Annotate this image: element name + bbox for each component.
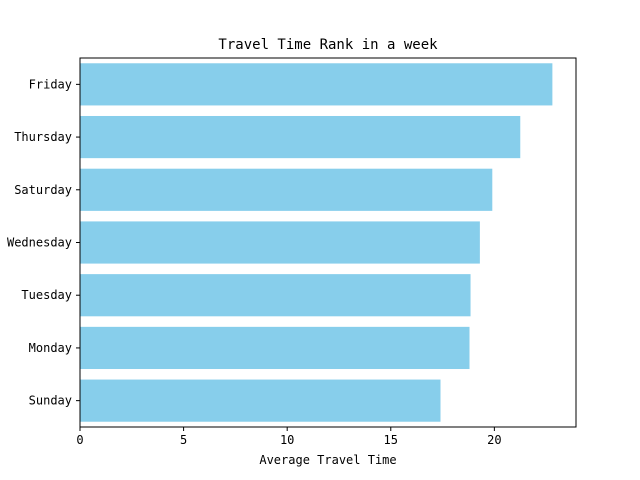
y-tick-label-sunday: Sunday xyxy=(29,394,72,408)
x-tick-label: 10 xyxy=(280,433,294,447)
x-tick-label: 20 xyxy=(487,433,501,447)
y-tick-label-saturday: Saturday xyxy=(14,183,72,197)
x-tick-label: 0 xyxy=(76,433,83,447)
y-axis-ticks: Sunday Monday Tuesday ' Wednesday Saturday Th… xyxy=(0,77,80,408)
x-axis-label: Average Travel Time xyxy=(259,453,396,467)
plot-frame xyxy=(79,57,577,428)
bar-sunday xyxy=(80,379,441,422)
y-tick-label-thursday: Thursday xyxy=(14,130,72,144)
bar-saturday xyxy=(80,168,493,211)
y-tick-label-friday: Friday xyxy=(29,77,72,91)
bar-thursday xyxy=(80,115,521,159)
x-tick-label: 5 xyxy=(180,433,187,447)
y-tick-label-monday: Monday xyxy=(29,341,72,355)
bar-monday xyxy=(80,326,470,370)
bar-tuesday xyxy=(80,274,471,317)
x-tick-label: 15 xyxy=(384,433,398,447)
bar-friday xyxy=(80,63,553,106)
bars-group xyxy=(80,63,553,422)
y-tick-label-wednesday: ' Wednesday xyxy=(0,236,72,250)
chart-title: Travel Time Rank in a week xyxy=(218,37,438,53)
bar-wednesday xyxy=(80,221,480,264)
y-tick-label-tuesday: Tuesday xyxy=(21,288,72,302)
x-axis-ticks: 0 5 10 15 20 xyxy=(76,427,502,447)
